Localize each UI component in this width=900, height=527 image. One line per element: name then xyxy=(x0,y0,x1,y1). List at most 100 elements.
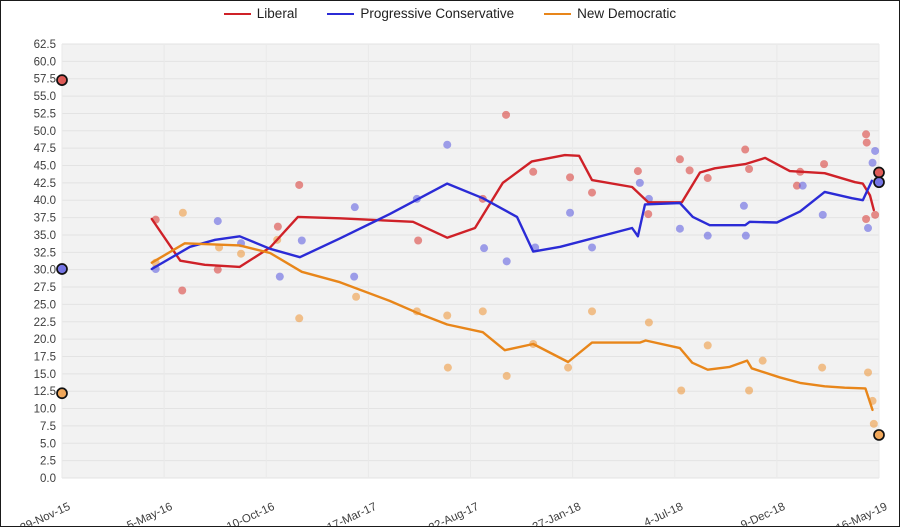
ndp-line-swatch-icon xyxy=(544,12,572,15)
new-democratic-poll-dot xyxy=(588,307,597,316)
progressive-conservative-poll-dot xyxy=(350,203,359,212)
progressive-conservative-poll-dot xyxy=(739,201,748,210)
x-axis-tick-label: 16-May-19 xyxy=(834,501,889,526)
progressive-conservative-poll-dot xyxy=(635,178,644,187)
liberal-election-result-marker xyxy=(873,166,885,179)
liberal-poll-dot xyxy=(644,210,653,219)
x-axis-tick-label: 17-Mar-17 xyxy=(325,501,378,526)
new-democratic-poll-dot xyxy=(502,371,511,380)
new-democratic-election-result-marker xyxy=(873,429,885,441)
new-democratic-poll-dot xyxy=(443,311,452,320)
liberal-poll-dot xyxy=(633,167,642,176)
y-axis-tick-label: 40.0 xyxy=(34,195,56,207)
liberal-poll-dot xyxy=(741,145,750,154)
y-axis-tick-label: 20.0 xyxy=(34,334,56,346)
new-democratic-poll-dot xyxy=(178,208,187,217)
liberal-election-result-marker xyxy=(56,74,68,86)
legend-item-liberal: Liberal xyxy=(223,6,298,21)
y-axis-tick-label: 45.0 xyxy=(34,161,56,173)
chart-legend: Liberal Progressive Conservative New Dem… xyxy=(1,7,899,21)
liberal-poll-dot xyxy=(862,214,871,223)
liberal-poll-dot xyxy=(862,130,871,139)
liberal-poll-dot xyxy=(213,265,222,274)
progressive-conservative-poll-dot xyxy=(480,244,489,253)
y-axis-tick-label: 17.5 xyxy=(34,351,56,363)
progressive-conservative-election-result-marker xyxy=(873,176,885,189)
legend-item-new-democratic: New Democratic xyxy=(544,7,676,21)
x-axis-tick-label: 10-Oct-16 xyxy=(225,501,276,526)
y-axis-tick-label: 5.0 xyxy=(40,438,56,450)
new-democratic-poll-dot xyxy=(677,386,686,395)
x-axis-tick-label: 5-May-16 xyxy=(125,501,174,526)
liberal-poll-dot xyxy=(675,155,684,164)
liberal-poll-dot xyxy=(745,164,754,173)
progressive-conservative-trend-line xyxy=(150,179,874,271)
new-democratic-poll-dot xyxy=(237,249,246,258)
progressive-conservative-poll-dot xyxy=(443,140,452,149)
legend-label-liberal: Liberal xyxy=(256,6,298,21)
progressive-conservative-election-result-marker xyxy=(56,263,68,275)
liberal-poll-dot xyxy=(502,110,511,119)
progressive-conservative-poll-dot xyxy=(675,224,684,233)
new-democratic-poll-dot xyxy=(478,307,487,316)
liberal-poll-dot xyxy=(295,180,304,189)
y-axis-tick-label: 22.5 xyxy=(34,317,56,329)
legend-label-new-democratic: New Democratic xyxy=(577,6,677,21)
progressive-conservative-poll-dot xyxy=(871,146,880,155)
progressive-conservative-poll-dot xyxy=(275,272,284,281)
new-democratic-poll-dot xyxy=(644,318,653,327)
liberal-poll-dot xyxy=(414,236,423,245)
liberal-poll-dot xyxy=(566,173,575,182)
y-axis-tick-label: 7.5 xyxy=(40,421,56,433)
progressive-conservative-poll-dot xyxy=(297,236,306,245)
liberal-poll-dot xyxy=(871,210,880,219)
liberal-poll-dot xyxy=(820,160,829,169)
y-axis-tick-label: 52.5 xyxy=(34,108,56,120)
new-democratic-poll-dot xyxy=(818,363,827,372)
y-axis-tick-label: 0.0 xyxy=(40,473,56,485)
progressive-conservative-poll-dot xyxy=(868,158,877,167)
y-axis-tick-label: 15.0 xyxy=(34,369,56,381)
liberal-poll-dot xyxy=(529,167,538,176)
y-axis-tick-label: 60.0 xyxy=(34,56,56,68)
progressive-conservative-poll-dot xyxy=(213,217,222,226)
y-axis-tick-label: 37.5 xyxy=(34,213,56,225)
liberal-line-swatch-icon xyxy=(223,12,251,15)
liberal-poll-dot xyxy=(588,188,597,197)
y-axis-tick-label: 47.5 xyxy=(34,143,56,155)
new-democratic-poll-dot xyxy=(564,363,573,372)
x-axis-tick-label: 27-Jan-18 xyxy=(531,501,583,526)
liberal-poll-dot xyxy=(685,166,694,175)
x-axis-tick-label: 4-Jul-18 xyxy=(642,501,685,526)
new-democratic-poll-dot xyxy=(745,386,754,395)
new-democratic-poll-dot xyxy=(864,368,873,377)
y-axis-tick-label: 50.0 xyxy=(34,126,56,138)
legend-label-progressive-conservative: Progressive Conservative xyxy=(360,6,515,21)
x-axis-tick-label: 9-Dec-18 xyxy=(739,501,787,526)
progressive-conservative-poll-dot xyxy=(798,181,807,190)
y-axis-tick-label: 35.0 xyxy=(34,230,56,242)
new-democratic-poll-dot xyxy=(295,314,304,323)
y-axis-tick-label: 55.0 xyxy=(34,91,56,103)
liberal-poll-dot xyxy=(178,286,187,295)
legend-item-progressive-conservative: Progressive Conservative xyxy=(327,7,514,21)
pc-line-swatch-icon xyxy=(327,12,355,15)
progressive-conservative-poll-dot xyxy=(502,257,511,266)
y-axis-tick-label: 2.5 xyxy=(40,456,56,468)
new-democratic-poll-dot xyxy=(758,356,767,365)
x-axis-tick-label: 22-Aug-17 xyxy=(427,501,481,526)
progressive-conservative-poll-dot xyxy=(566,208,575,217)
new-democratic-trend-line xyxy=(150,242,874,412)
y-axis-tick-label: 57.5 xyxy=(34,74,56,86)
y-axis-tick-label: 10.0 xyxy=(34,404,56,416)
new-democratic-poll-dot xyxy=(869,419,878,428)
x-axis-tick-label: 29-Nov-15 xyxy=(19,501,73,526)
progressive-conservative-poll-dot xyxy=(741,231,750,240)
y-axis-tick-label: 62.5 xyxy=(34,39,56,51)
y-axis-tick-label: 30.0 xyxy=(34,265,56,277)
liberal-poll-dot xyxy=(792,181,801,190)
y-axis-tick-label: 12.5 xyxy=(34,386,56,398)
liberal-poll-dot xyxy=(273,222,282,231)
